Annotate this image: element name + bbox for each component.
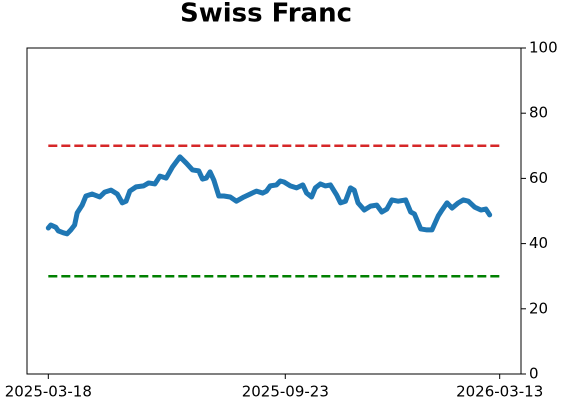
x-tick-label: 2025-03-18 (5, 383, 92, 401)
plot-frame (26, 47, 522, 375)
y-tick-label: 100 (529, 39, 558, 57)
y-tick-label: 60 (529, 169, 548, 187)
y-tick-label: 40 (529, 234, 548, 252)
chart-title: Swiss Franc (180, 0, 352, 29)
y-tick-label: 20 (529, 299, 548, 317)
y-tick-label: 80 (529, 104, 548, 122)
x-tick-label: 2026-03-13 (456, 383, 543, 401)
y-tick-label: 0 (529, 365, 539, 383)
x-tick-label: 2025-09-23 (242, 383, 329, 401)
data-line (45, 154, 493, 237)
